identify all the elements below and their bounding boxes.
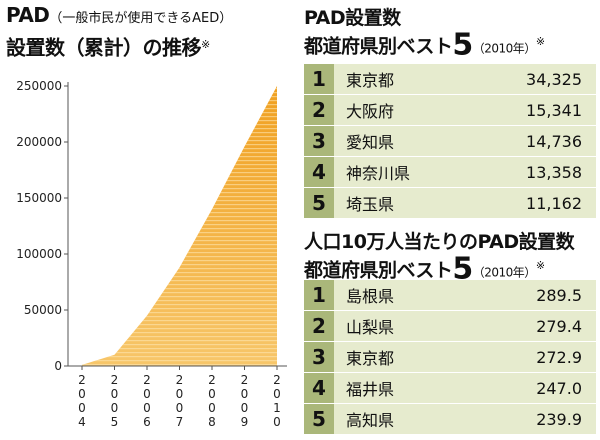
ranking-row: 2 山梨県 279.4 xyxy=(304,311,596,343)
rank-prefecture: 島根県 xyxy=(346,287,395,306)
rank-value: 272.9 xyxy=(536,347,582,367)
rank-value: 289.5 xyxy=(536,285,582,305)
ranking-total-title: PAD設置数 都道府県別ベスト5（2010年）※ xyxy=(304,6,596,60)
ranking-per-capita-title: 人口10万人当たりのPAD設置数 都道府県別ベスト5（2010年）※ xyxy=(304,230,596,284)
ranking-total-title-year: （2010年） xyxy=(472,41,537,56)
y-tick-label: 250000 xyxy=(16,79,62,93)
y-tick-label: 0 xyxy=(54,359,62,373)
rank-value: 13,358 xyxy=(526,162,582,182)
rank-value: 239.9 xyxy=(536,409,582,429)
ranking-per-capita-title-big: 5 xyxy=(452,251,473,287)
chart-title: PAD（一般市民が使用できるAED） 設置数（累計）の推移※ xyxy=(6,2,306,62)
ranking-per-capita-title-prefix: 都道府県別ベスト xyxy=(304,259,453,282)
ranking-row: 2 大阪府 15,341 xyxy=(304,95,596,127)
ranking-per-capita-title-line1: 人口10万人当たりのPAD設置数 xyxy=(304,231,575,253)
rank-number: 2 xyxy=(304,95,334,125)
rank-value: 279.4 xyxy=(536,316,582,336)
rank-value: 15,341 xyxy=(526,100,582,120)
rank-prefecture: 東京都 xyxy=(346,71,395,90)
rank-number: 3 xyxy=(304,342,334,372)
rank-number: 5 xyxy=(304,404,334,434)
rank-number: 3 xyxy=(304,126,334,156)
rank-value: 34,325 xyxy=(526,69,582,89)
ranking-per-capita-title-year: （2010年） xyxy=(472,265,537,280)
rank-value: 14,736 xyxy=(526,131,582,151)
rank-prefecture: 福井県 xyxy=(346,380,395,399)
area-stripes xyxy=(82,86,277,366)
ranking-row: 4 神奈川県 13,358 xyxy=(304,157,596,189)
ranking-total-title-prefix: 都道府県別ベスト xyxy=(304,35,453,58)
rank-value: 247.0 xyxy=(536,378,582,398)
rank-prefecture: 神奈川県 xyxy=(346,164,411,183)
ranking-row: 3 東京都 272.9 xyxy=(304,342,596,374)
rank-number: 5 xyxy=(304,188,334,218)
rank-number: 1 xyxy=(304,64,334,94)
rank-value: 11,162 xyxy=(526,193,582,213)
ranking-row: 4 福井県 247.0 xyxy=(304,373,596,405)
ranking-total-title-big: 5 xyxy=(452,27,473,63)
rank-number: 4 xyxy=(304,157,334,187)
ranking-row: 5 高知県 239.9 xyxy=(304,404,596,436)
rank-prefecture: 埼玉県 xyxy=(346,195,395,214)
ranking-row: 1 東京都 34,325 xyxy=(304,64,596,96)
chart-title-line1: PAD（一般市民が使用できるAED） xyxy=(6,2,306,32)
ranking-total-title-line1: PAD設置数 xyxy=(304,7,401,29)
rank-prefecture: 東京都 xyxy=(346,349,395,368)
y-tick-label: 100000 xyxy=(16,247,62,261)
ranking-row: 1 島根県 289.5 xyxy=(304,280,596,312)
rank-prefecture: 高知県 xyxy=(346,411,395,430)
rank-number: 1 xyxy=(304,280,334,310)
rank-prefecture: 山梨県 xyxy=(346,318,395,337)
ranking-per-capita-title-note: ※ xyxy=(535,259,545,272)
rank-number: 4 xyxy=(304,373,334,403)
rank-prefecture: 大阪府 xyxy=(346,102,395,121)
chart-title-note: ※ xyxy=(201,38,211,51)
y-tick-label: 200000 xyxy=(16,135,62,149)
rank-number: 2 xyxy=(304,311,334,341)
chart-title-line2: 設置数（累計）の推移※ xyxy=(6,32,306,62)
chart-title-pad: PAD xyxy=(6,3,50,27)
rank-prefecture: 愛知県 xyxy=(346,133,395,152)
ranking-per-capita-title-line2: 都道府県別ベスト5（2010年）※ xyxy=(304,254,596,284)
chart-title-main: 設置数（累計）の推移 xyxy=(6,35,202,60)
ranking-total-title-line2: 都道府県別ベスト5（2010年）※ xyxy=(304,30,596,60)
y-tick-label: 50000 xyxy=(24,303,62,317)
ranking-total-title-note: ※ xyxy=(535,35,545,48)
chart-title-subtitle: （一般市民が使用できるAED） xyxy=(49,11,233,26)
pad-cumulative-chart: 0 50000 100000 150000 200000 250000 2 0 0 4 2 0 0 5 2 0… xyxy=(16,79,287,429)
ranking-row: 3 愛知県 14,736 xyxy=(304,126,596,158)
y-tick-label: 150000 xyxy=(16,191,62,205)
ranking-row: 5 埼玉県 11,162 xyxy=(304,188,596,220)
